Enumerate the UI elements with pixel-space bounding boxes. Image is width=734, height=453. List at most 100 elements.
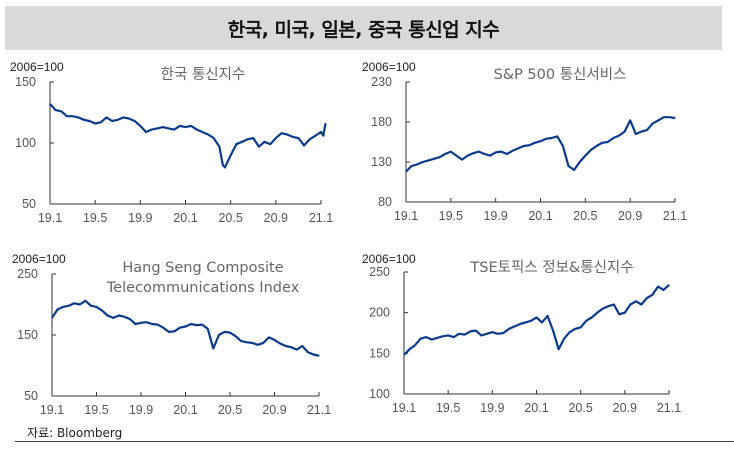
data-point xyxy=(230,154,232,156)
x-tick-label: 20.5 xyxy=(218,211,242,225)
chart-title: Telecommunications Index xyxy=(106,280,300,296)
data-point xyxy=(573,169,575,171)
data-point xyxy=(419,338,422,340)
x-tick-label: 19.9 xyxy=(483,209,507,223)
data-point xyxy=(95,306,98,308)
data-point xyxy=(640,303,642,306)
data-point xyxy=(290,346,292,348)
y-tick-label: 250 xyxy=(17,267,38,281)
data-point xyxy=(491,331,493,333)
y-tick-label: 130 xyxy=(371,155,392,169)
data-point xyxy=(483,153,486,155)
x-tick-label: 20.9 xyxy=(613,401,637,415)
data-point xyxy=(240,340,242,342)
data-point xyxy=(472,152,474,154)
data-point xyxy=(151,128,153,131)
data-point xyxy=(674,117,676,119)
data-point xyxy=(511,150,514,152)
data-point xyxy=(557,348,560,350)
data-point xyxy=(469,330,471,332)
x-tick-label: 20.1 xyxy=(524,401,548,415)
chart-title: Hang Seng Composite xyxy=(122,260,283,276)
data-point xyxy=(612,137,614,139)
data-point xyxy=(151,323,153,325)
data-point xyxy=(145,131,147,133)
data-point xyxy=(184,126,187,128)
data-point xyxy=(173,128,175,131)
data-point xyxy=(524,321,527,324)
data-point xyxy=(286,133,288,136)
x-tick-label: 19.9 xyxy=(480,401,504,415)
data-point xyxy=(607,141,609,143)
x-tick-label: 21.1 xyxy=(307,403,331,417)
data-point xyxy=(275,137,277,139)
y-tick-label: 200 xyxy=(369,306,390,320)
data-point xyxy=(320,131,322,133)
data-point xyxy=(218,146,220,148)
data-point xyxy=(618,135,620,137)
series-line xyxy=(51,299,320,357)
data-point xyxy=(585,320,587,322)
data-point xyxy=(222,164,224,166)
x-tick-label: 19.9 xyxy=(128,211,152,225)
y-tick-label: 250 xyxy=(369,265,390,279)
x-tick-label: 19.5 xyxy=(83,211,107,225)
data-point xyxy=(79,303,81,306)
x-tick-label: 20.5 xyxy=(573,209,597,223)
data-point xyxy=(478,151,480,153)
data-point xyxy=(651,294,654,296)
data-point xyxy=(497,333,499,335)
data-point xyxy=(296,349,298,351)
y-tick-label: 150 xyxy=(369,346,390,360)
data-point xyxy=(111,120,113,122)
x-tick-label: 19.1 xyxy=(394,209,418,223)
x-tick-label: 19.1 xyxy=(40,403,64,417)
data-point xyxy=(184,325,187,328)
data-point xyxy=(157,324,159,326)
bottom-rule xyxy=(15,441,734,442)
data-point xyxy=(657,286,659,288)
data-point xyxy=(552,329,554,332)
y-tick-label: 50 xyxy=(22,197,36,211)
unit-label: 2006=100 xyxy=(362,252,416,266)
data-point xyxy=(268,336,270,339)
y-tick-label: 100 xyxy=(15,136,36,150)
data-point xyxy=(458,333,460,335)
data-point xyxy=(134,323,137,325)
data-point xyxy=(246,341,248,343)
data-point xyxy=(301,345,303,347)
data-point xyxy=(318,355,320,357)
data-point xyxy=(657,119,659,121)
data-point xyxy=(629,119,631,121)
data-point xyxy=(646,297,648,299)
unit-label: 2006=100 xyxy=(362,60,416,74)
data-point xyxy=(534,142,536,144)
data-point xyxy=(241,141,243,143)
x-tick-label: 19.9 xyxy=(129,403,153,417)
data-point xyxy=(601,142,603,144)
data-point xyxy=(519,323,521,325)
data-point xyxy=(145,321,148,323)
data-point xyxy=(307,351,309,353)
x-tick-label: 19.1 xyxy=(392,401,416,415)
data-point xyxy=(303,144,305,147)
data-point xyxy=(403,354,405,356)
data-point xyxy=(140,322,142,324)
data-point xyxy=(66,115,68,117)
data-point xyxy=(94,122,96,125)
x-tick-label: 20.1 xyxy=(173,211,197,225)
data-point xyxy=(56,308,59,310)
data-point xyxy=(662,289,665,291)
x-tick-label: 19.5 xyxy=(436,401,460,415)
data-point xyxy=(535,316,538,319)
data-point xyxy=(229,331,231,334)
data-point xyxy=(414,344,416,346)
data-point xyxy=(517,147,519,149)
data-point xyxy=(196,324,198,326)
data-point xyxy=(167,127,170,129)
data-point xyxy=(668,284,670,286)
data-point xyxy=(162,327,164,329)
data-point xyxy=(90,305,92,307)
data-point xyxy=(602,308,604,310)
data-point xyxy=(480,334,482,337)
